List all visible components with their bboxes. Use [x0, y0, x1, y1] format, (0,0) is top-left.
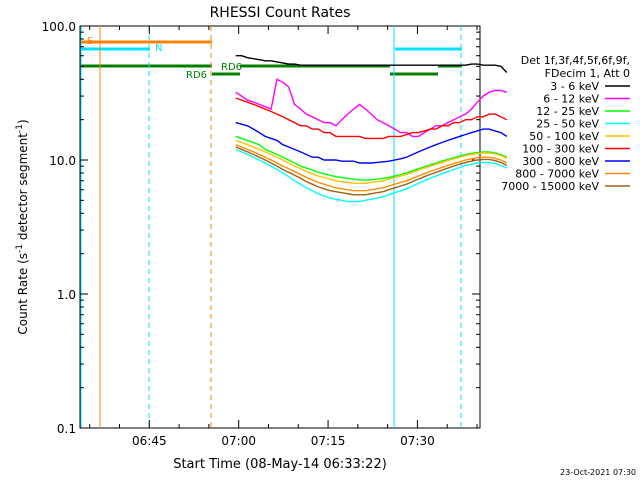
series-line-0 — [235, 55, 508, 73]
y-axis-label-close: ) — [16, 119, 30, 124]
y-axis-label-tail: detector segment — [16, 133, 30, 244]
legend-entry-label: 100 - 300 keV — [522, 143, 599, 156]
series-line-7 — [235, 148, 508, 203]
y-tick-label: 10.0 — [49, 154, 76, 168]
attenuator-label-s: S — [87, 36, 93, 47]
legend-entry-label: 800 - 7000 keV — [515, 168, 599, 181]
x-tick-label: 07:00 — [221, 434, 256, 448]
attenuator-label-rd6-b: RD6 — [221, 62, 242, 73]
legend-header-2: FDecim 1, Att 0 — [545, 67, 630, 80]
x-tick-label: 07:30 — [400, 434, 435, 448]
y-tick-label: 100.0 — [42, 20, 76, 34]
series-line-6 — [235, 144, 508, 192]
legend-entry-label: 25 - 50 keV — [536, 118, 599, 131]
x-tick-label: 06:45 — [132, 434, 167, 448]
y-tick-label: 0.1 — [57, 422, 76, 436]
y-axis-label: Count Rate (s-1 detector segment-1) — [15, 119, 30, 334]
chart-title: RHESSI Count Rates — [210, 5, 351, 21]
series-line-3 — [235, 121, 508, 164]
x-axis-ticks: 06:45 07:00 07:15 07:30 — [89, 26, 478, 448]
x-tick-label: 07:15 — [311, 434, 346, 448]
series-line-4 — [235, 135, 508, 181]
series-line-2 — [235, 97, 508, 140]
series-line-1 — [235, 78, 508, 138]
series-line-8 — [235, 146, 508, 196]
legend-entry-label: 6 - 12 keV — [543, 93, 599, 106]
y-axis-ticks: 0.1 1.0 10.0 100.0 — [42, 20, 480, 436]
legend-entry-label: 12 - 25 keV — [536, 105, 599, 118]
legend-entry-label: 7000 - 15000 keV — [501, 180, 599, 193]
attenuator-bars: S N RD6 RD6 — [81, 36, 462, 81]
x-axis-label: Start Time (08-May-14 06:33:22) — [173, 457, 387, 472]
attenuator-label-n: N — [155, 43, 162, 54]
legend-header-1: Det 1f,3f,4f,5f,6f,9f, — [521, 54, 630, 67]
series-layer — [235, 55, 508, 203]
legend-entry-label: 3 - 6 keV — [550, 80, 599, 93]
time-markers — [80, 26, 462, 428]
series-line-5 — [235, 139, 508, 185]
legend-entry-label: 50 - 100 keV — [529, 130, 599, 143]
attenuator-label-rd6-a: RD6 — [186, 70, 207, 81]
legend: Det 1f,3f,4f,5f,6f,9f, FDecim 1, Att 0 3… — [501, 54, 630, 193]
plot-area — [79, 25, 481, 429]
legend-entry-label: 300 - 800 keV — [522, 155, 599, 168]
timestamp: 23-Oct-2021 07:30 — [560, 468, 636, 477]
y-tick-label: 1.0 — [57, 288, 76, 302]
y-axis-label-main: Count Rate (s — [16, 253, 30, 335]
y-axis-label-sup2: -1 — [15, 124, 25, 133]
y-axis-label-sup: -1 — [15, 244, 25, 253]
